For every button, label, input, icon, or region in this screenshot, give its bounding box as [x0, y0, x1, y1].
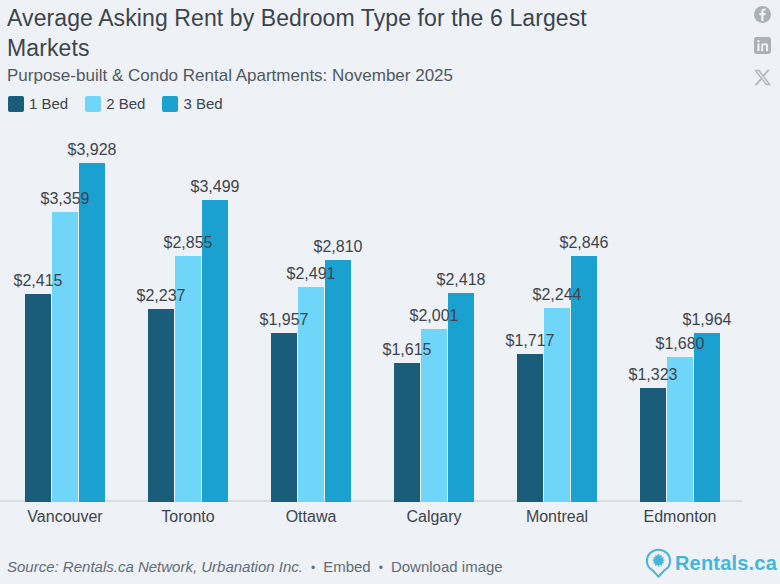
chart-card: Average Asking Rent by Bedroom Type for …	[0, 0, 780, 584]
legend-item: 1 Bed	[8, 95, 68, 112]
bar-value-label: $2,810	[314, 238, 363, 256]
x-axis-label: Toronto	[161, 508, 214, 526]
bullet-separator: •	[379, 561, 383, 575]
bar	[52, 212, 78, 502]
x-share-icon[interactable]	[753, 68, 772, 87]
embed-link[interactable]: Embed	[323, 558, 371, 575]
bar	[271, 333, 297, 502]
chart-legend: 1 Bed 2 Bed 3 Bed	[8, 95, 223, 112]
bar-value-label: $2,244	[533, 286, 582, 304]
bar-value-label: $2,855	[164, 234, 213, 252]
chart-plot: $2,415$3,359$3,928Vancouver$2,237$2,855$…	[0, 140, 780, 502]
legend-swatch	[162, 96, 178, 112]
bar-value-label: $2,001	[410, 307, 459, 325]
maple-leaf-pin-icon	[645, 548, 672, 579]
linkedin-share-icon[interactable]	[754, 37, 771, 54]
social-share-bar	[753, 6, 772, 87]
bar	[148, 309, 174, 502]
x-axis-label: Ottawa	[286, 508, 337, 526]
bar-value-label: $2,415	[14, 272, 63, 290]
bar-value-label: $2,418	[437, 271, 486, 289]
bar-value-label: $2,237	[137, 287, 186, 305]
bar-value-label: $1,323	[629, 366, 678, 384]
bar-value-label: $1,615	[383, 341, 432, 359]
source-text: Source: Rentals.ca Network, Urbanation I…	[7, 558, 303, 575]
bar-value-label: $3,499	[191, 178, 240, 196]
x-axis-label: Vancouver	[27, 508, 102, 526]
bar	[25, 294, 51, 502]
bar	[694, 333, 720, 503]
legend-item: 2 Bed	[85, 95, 145, 112]
bar	[394, 363, 420, 502]
linkedin-icon	[754, 37, 771, 54]
bullet-separator: •	[311, 561, 315, 575]
logo-text: Rentals.ca	[675, 552, 777, 575]
bar-value-label: $2,491	[287, 265, 336, 283]
download-image-link[interactable]: Download image	[391, 558, 503, 575]
bar-value-label: $1,680	[656, 335, 705, 353]
legend-swatch	[8, 96, 24, 112]
bar	[517, 354, 543, 502]
x-axis-line	[0, 500, 742, 502]
legend-label: 1 Bed	[29, 95, 68, 112]
bar-value-label: $2,846	[560, 234, 609, 252]
rentals-ca-logo[interactable]: Rentals.ca	[645, 548, 777, 579]
legend-swatch	[85, 96, 101, 112]
legend-label: 3 Bed	[183, 95, 222, 112]
footer: Source: Rentals.ca Network, Urbanation I…	[0, 544, 780, 584]
bar-value-label: $1,717	[506, 332, 555, 350]
bar-value-label: $1,964	[683, 311, 732, 329]
legend-label: 2 Bed	[106, 95, 145, 112]
x-axis-label: Montreal	[526, 508, 588, 526]
x-icon	[753, 68, 772, 87]
bar-value-label: $3,928	[68, 141, 117, 159]
bar-value-label: $3,359	[41, 190, 90, 208]
footer-source-row: Source: Rentals.ca Network, Urbanation I…	[7, 558, 503, 575]
legend-item: 3 Bed	[162, 95, 222, 112]
page-title: Average Asking Rent by Bedroom Type for …	[7, 3, 619, 63]
bar	[640, 388, 666, 502]
bar	[79, 163, 105, 502]
bar-value-label: $1,957	[260, 311, 309, 329]
x-axis-label: Calgary	[406, 508, 461, 526]
facebook-icon	[754, 6, 771, 23]
chart-subtitle: Purpose-built & Condo Rental Apartments:…	[7, 66, 453, 86]
bar	[325, 260, 351, 503]
x-axis-label: Edmonton	[644, 508, 717, 526]
facebook-share-icon[interactable]	[754, 6, 771, 23]
